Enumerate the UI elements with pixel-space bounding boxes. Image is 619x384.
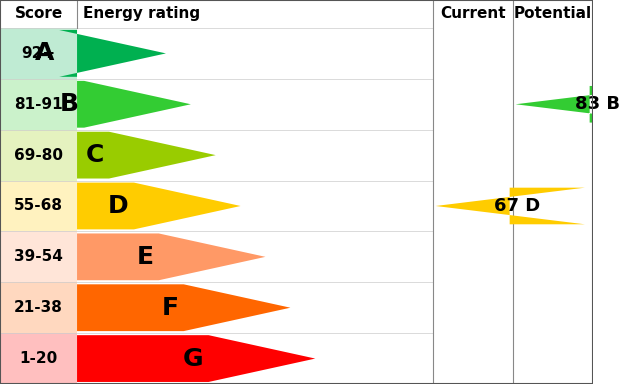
Polygon shape (77, 132, 215, 179)
Polygon shape (59, 30, 166, 77)
Bar (0, 232, 77, 282)
Bar (0, 28, 77, 79)
Text: 69-80: 69-80 (14, 147, 63, 163)
Text: F: F (162, 296, 178, 320)
Bar (0, 180, 77, 232)
Text: 81-91: 81-91 (14, 97, 63, 112)
Text: Score: Score (14, 7, 63, 22)
Text: C: C (85, 143, 104, 167)
Bar (0, 79, 77, 130)
Bar (0, 282, 77, 333)
Text: 83 B: 83 B (575, 95, 619, 113)
Bar (0, 130, 77, 180)
Text: 92+: 92+ (22, 46, 56, 61)
Polygon shape (516, 86, 619, 122)
Text: 67 D: 67 D (495, 197, 540, 215)
Text: Current: Current (439, 7, 506, 22)
Polygon shape (77, 182, 241, 229)
Text: 55-68: 55-68 (14, 199, 63, 214)
Text: E: E (136, 245, 154, 269)
Bar (0, 0, 592, 28)
Text: Energy rating: Energy rating (83, 7, 200, 22)
Polygon shape (436, 188, 585, 224)
Text: 39-54: 39-54 (14, 249, 63, 264)
Polygon shape (77, 284, 290, 331)
Text: B: B (60, 92, 79, 116)
Text: G: G (183, 347, 203, 371)
Bar (0, 333, 77, 384)
Polygon shape (77, 233, 266, 280)
Text: 1-20: 1-20 (19, 351, 58, 366)
Text: D: D (108, 194, 129, 218)
Polygon shape (77, 335, 315, 382)
Text: 21-38: 21-38 (14, 300, 63, 315)
Text: A: A (35, 41, 54, 65)
Polygon shape (77, 81, 191, 127)
Text: Potential: Potential (514, 7, 592, 22)
